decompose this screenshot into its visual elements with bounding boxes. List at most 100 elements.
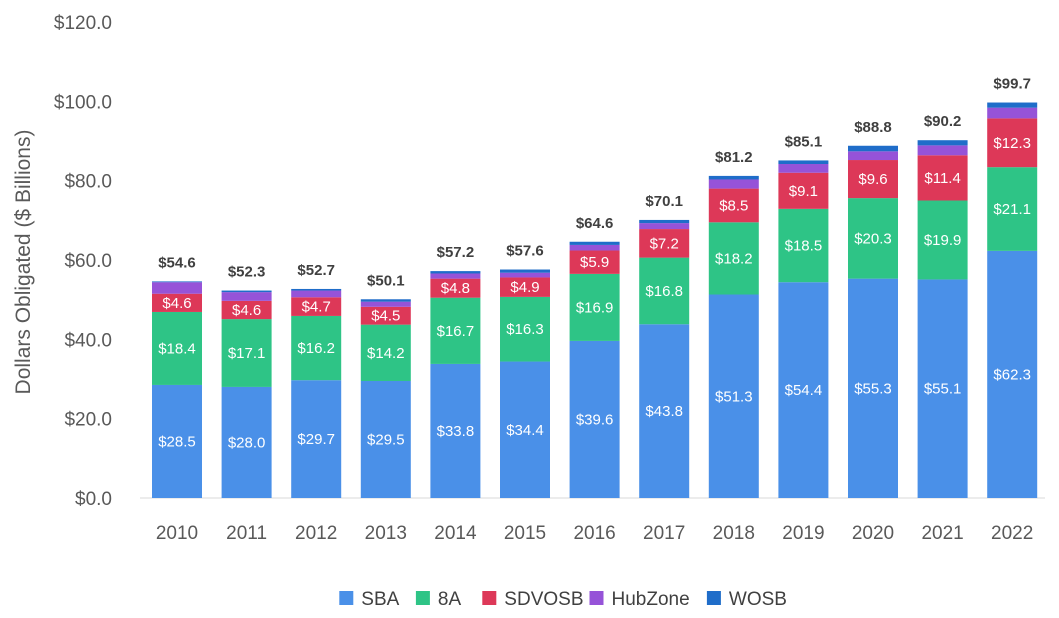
bar-segment-label: $18.4 [158, 340, 196, 357]
bar-segment-8a [848, 198, 898, 279]
bar-segment-wosb [639, 219, 690, 224]
legend-label: WOSB [729, 589, 787, 610]
bar-segment-8a [152, 311, 202, 385]
bar-segment-sdvosb [987, 118, 1038, 168]
bar-total-label: $54.6 [158, 254, 196, 271]
bar-segment-label: $43.8 [645, 403, 683, 420]
y-tick-label: $20.0 [64, 410, 112, 431]
y-tick-label: $120.0 [54, 13, 112, 34]
bar-segment-wosb [430, 271, 481, 274]
bar-segment-label: $11.4 [924, 170, 960, 187]
x-tick-label: 2011 [226, 523, 267, 544]
bar-segment-hubzone [569, 244, 620, 251]
bar-segment-label: $19.9 [924, 232, 962, 249]
bar-segment-label: $7.2 [650, 235, 679, 252]
bars: $28.5 $18.4 $4.6 $54.6 $28.0 $17.1 $4.6 $52.3 $2… [152, 76, 1038, 498]
x-tick-label: 2017 [643, 523, 685, 544]
bar-segment-hubzone [430, 273, 481, 279]
bar-segment-sba [917, 279, 968, 498]
bar-segment-label: $14.2 [367, 345, 405, 362]
bar-segment-sba [221, 386, 272, 498]
bar-segment-8a [360, 324, 411, 381]
bar-segment-label: $16.2 [297, 340, 335, 357]
bar-segment-wosb [708, 175, 759, 180]
bar-segment-label: $4.8 [441, 280, 470, 297]
legend-swatch-8a [415, 591, 430, 605]
bar-segment-sdvosb [639, 229, 690, 258]
bar-segment-sdvosb [152, 293, 202, 312]
bar-segment-sba [291, 380, 342, 498]
bar-segment-wosb [360, 299, 411, 302]
bar-segment-sba [848, 278, 898, 498]
bar-segment-sba [639, 324, 690, 498]
bar-total-label: $57.2 [437, 244, 475, 261]
bar-segment-label: $5.9 [580, 254, 609, 271]
bar-segment-hubzone [708, 179, 759, 189]
bar-segment-sdvosb [778, 172, 829, 209]
bar-total-label: $52.7 [297, 262, 335, 279]
bar-total-label: $57.6 [506, 243, 544, 260]
bar-segment-label: $29.5 [367, 431, 405, 448]
bar-segment-8a [430, 297, 481, 364]
bar-segment-label: $18.5 [785, 238, 823, 255]
bar-segment-label: $9.6 [858, 171, 887, 188]
bar-total-label: $81.2 [715, 149, 753, 166]
bar-segment-wosb [569, 241, 620, 245]
bar-segment-label: $4.5 [371, 308, 400, 325]
bar-segment-label: $16.8 [645, 283, 683, 300]
bar-segment-hubzone [500, 272, 550, 278]
legend-label: HubZone [612, 589, 690, 610]
bar-segment-label: $28.0 [228, 434, 266, 451]
bar-segment-hubzone [639, 223, 690, 230]
bar-segment-sdvosb [360, 306, 411, 325]
bar-segment-label: $12.3 [993, 135, 1031, 152]
legend-label: SBA [361, 589, 399, 610]
x-tick-label: 2018 [713, 523, 755, 544]
bar-segment-wosb [221, 290, 272, 293]
y-tick-label: $80.0 [64, 172, 112, 193]
bar-total-label: $85.1 [785, 133, 823, 150]
bar-segment-wosb [152, 281, 202, 283]
bar-segment-hubzone [291, 290, 342, 298]
bar-segment-sdvosb [569, 250, 620, 274]
x-tick-label: 2012 [295, 523, 337, 544]
y-axis-title: Dollars Obligated ($ Billions) [12, 130, 35, 395]
bar-total-label: $52.3 [228, 264, 266, 281]
bar-segment-wosb [917, 140, 968, 146]
bar-segment-wosb [500, 269, 550, 273]
bar-segment-sdvosb [708, 188, 759, 223]
bar-segment-sba [708, 294, 759, 498]
x-tick-label: 2019 [782, 523, 824, 544]
bar-segment-sdvosb [291, 297, 342, 316]
bar-segment-label: $16.3 [506, 321, 544, 338]
x-tick-label: 2015 [504, 523, 546, 544]
bar-segment-sdvosb [848, 160, 898, 199]
bar-segment-sdvosb [500, 277, 550, 297]
bar-segment-sdvosb [917, 155, 968, 201]
bar-segment-label: $4.6 [232, 302, 261, 319]
bar-segment-label: $16.9 [576, 299, 614, 316]
bar-segment-sdvosb [221, 300, 272, 320]
bar-total-label: $70.1 [645, 193, 683, 210]
x-tick-label: 2016 [573, 523, 615, 544]
y-tick-label: $100.0 [54, 92, 112, 113]
legend-swatch-hubzone [589, 591, 604, 605]
legend-label: SDVOSB [504, 589, 583, 610]
bar-segment-label: $4.6 [162, 295, 191, 312]
bar-segment-sba [430, 363, 481, 498]
bar-segment-8a [221, 319, 272, 387]
bar-segment-8a [291, 315, 342, 381]
bar-segment-wosb [778, 160, 829, 165]
bar-segment-label: $4.9 [510, 279, 539, 296]
bar-segment-8a [639, 257, 690, 325]
bar-segment-label: $55.1 [924, 381, 962, 398]
x-tick-label: 2010 [156, 523, 198, 544]
bar-segment-label: $16.7 [437, 323, 475, 340]
legend-swatch-sba [339, 591, 354, 605]
bar-segment-sba [360, 380, 411, 498]
bar-segment-label: $62.3 [993, 366, 1031, 383]
bar-segment-hubzone [221, 292, 272, 301]
bar-segment-hubzone [917, 145, 968, 156]
bar-segment-label: $34.4 [506, 422, 544, 439]
x-tick-label: 2021 [921, 523, 963, 544]
